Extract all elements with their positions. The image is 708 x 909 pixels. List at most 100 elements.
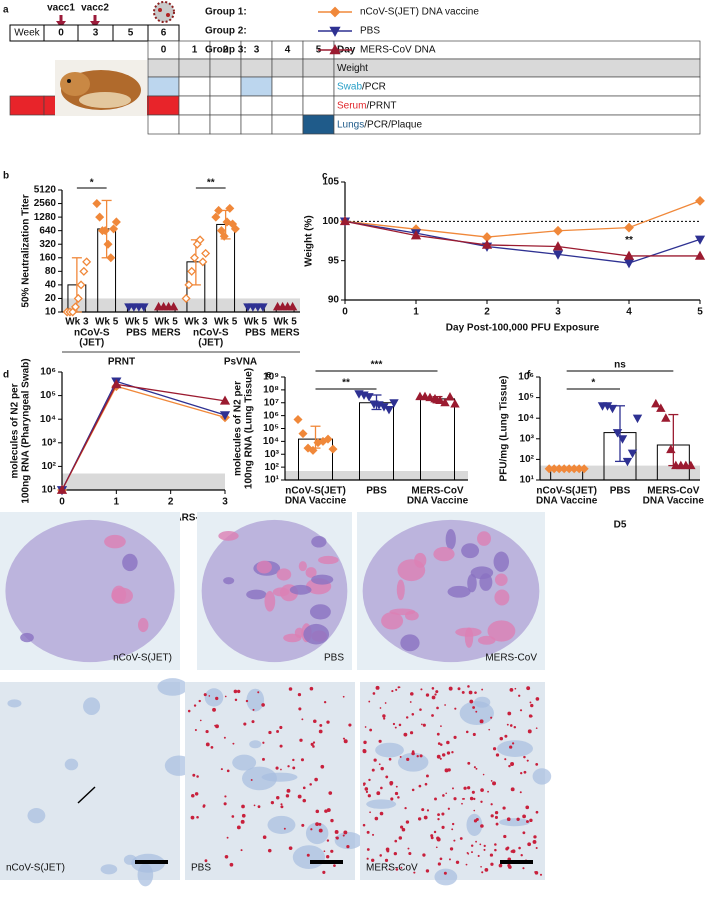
- stain-dot: [490, 803, 493, 806]
- stain-dot: [436, 706, 439, 710]
- tissue-patch: [467, 573, 477, 593]
- stain-dot: [529, 818, 533, 823]
- tissue-patch: [461, 543, 480, 559]
- y-tick-label: 10³: [265, 449, 280, 460]
- stain-dot: [212, 707, 216, 712]
- stain-dot: [315, 822, 319, 827]
- tissue-patch: [311, 536, 327, 548]
- tissue-patch: [83, 697, 101, 716]
- tissue-patch: [289, 584, 312, 595]
- stain-dot: [309, 783, 312, 786]
- stain-dot: [276, 730, 280, 733]
- x-tick-label: Wk 3: [184, 317, 208, 328]
- data-point: [656, 403, 666, 412]
- stain-dot: [481, 871, 484, 874]
- tissue-patch: [375, 742, 404, 758]
- stain-dot: [533, 835, 537, 839]
- stain-dot: [382, 714, 386, 718]
- tissue-patch: [497, 740, 533, 757]
- tissue-patch: [264, 590, 276, 612]
- significance-label: **: [207, 178, 215, 189]
- stain-dot: [520, 772, 523, 775]
- stain-dot: [394, 791, 399, 796]
- stain-dot: [459, 837, 463, 840]
- stain-dot: [280, 803, 283, 806]
- stain-dot: [479, 843, 482, 846]
- stain-dot: [371, 768, 375, 772]
- stain-dot: [470, 844, 474, 847]
- x-tick-label: 4: [626, 307, 632, 318]
- schedule-row-text: /PCR: [362, 81, 386, 92]
- section-label: PRNT: [108, 357, 135, 368]
- data-point: [219, 231, 229, 241]
- stain-dot: [494, 848, 497, 852]
- tissue-patch: [318, 555, 339, 565]
- week-number: 5: [128, 28, 134, 39]
- tissue-patch: [100, 864, 118, 875]
- data-point: [95, 212, 105, 222]
- stain-dot: [480, 800, 483, 803]
- stain-dot: [509, 688, 514, 692]
- data-point: [56, 484, 68, 494]
- stain-dot: [366, 830, 370, 834]
- stain-dot: [343, 830, 348, 835]
- tissue-patch: [123, 854, 137, 865]
- stain-dot: [506, 817, 511, 822]
- data-point: [287, 301, 298, 311]
- stain-dot: [314, 777, 318, 782]
- schedule-cell: [240, 76, 273, 97]
- stain-dot: [379, 707, 382, 709]
- tissue-patch: [494, 573, 508, 586]
- schedule-row-label: Serum/PRNT: [337, 100, 396, 111]
- stain-dot: [439, 857, 443, 861]
- y-axis-label: 50% Neutralization Titer: [21, 194, 32, 307]
- stain-dot: [401, 827, 406, 832]
- stain-dot: [495, 753, 500, 757]
- stain-dot: [398, 836, 403, 840]
- tissue-patch: [366, 799, 397, 809]
- stain-dot: [442, 794, 445, 797]
- stain-dot: [505, 847, 509, 851]
- hamster-head: [60, 72, 90, 96]
- stain-dot: [388, 757, 392, 761]
- y-tick-label: 80: [45, 266, 57, 277]
- group-label: PBS: [366, 486, 387, 497]
- stain-dot: [519, 709, 523, 712]
- group-label: nCoV-S: [74, 328, 110, 339]
- schedule-row-label: Weight: [337, 63, 368, 74]
- stain-dot: [510, 762, 515, 766]
- stain-dot: [364, 787, 369, 791]
- stain-dot: [326, 720, 330, 724]
- schedule-label-cell: [333, 76, 701, 97]
- stain-dot: [422, 723, 426, 727]
- stain-dot: [362, 823, 366, 827]
- stain-dot: [411, 750, 415, 753]
- data-point: [258, 303, 268, 312]
- tissue-patch: [445, 528, 456, 550]
- stain-dot: [270, 801, 275, 805]
- stain-dot: [444, 768, 449, 773]
- stain-dot: [224, 695, 227, 698]
- stain-dot: [498, 863, 503, 868]
- group-label: MERS: [271, 328, 300, 339]
- stain-dot: [399, 755, 402, 758]
- stain-dot: [424, 782, 428, 786]
- stain-dot: [522, 831, 526, 835]
- stain-dot: [292, 758, 295, 762]
- stain-dot: [280, 768, 282, 771]
- x-tick-label: Wk 5: [154, 317, 178, 328]
- tissue-patch: [311, 574, 334, 585]
- y-axis-label: molecules of N2 per: [10, 383, 21, 478]
- stain-dot: [494, 843, 497, 846]
- tissue-patch: [122, 553, 138, 572]
- stain-dot: [453, 797, 457, 801]
- data-point: [666, 444, 676, 454]
- tissue-patch: [494, 589, 510, 606]
- tissue-patch: [334, 832, 363, 850]
- y-axis-label: molecules of N2 per: [233, 381, 244, 476]
- stain-dot: [419, 754, 423, 758]
- y-tick-label: 10⁶: [40, 367, 56, 378]
- stain-dot: [315, 809, 320, 814]
- series-line: [344, 220, 700, 257]
- annotation: **: [625, 235, 633, 246]
